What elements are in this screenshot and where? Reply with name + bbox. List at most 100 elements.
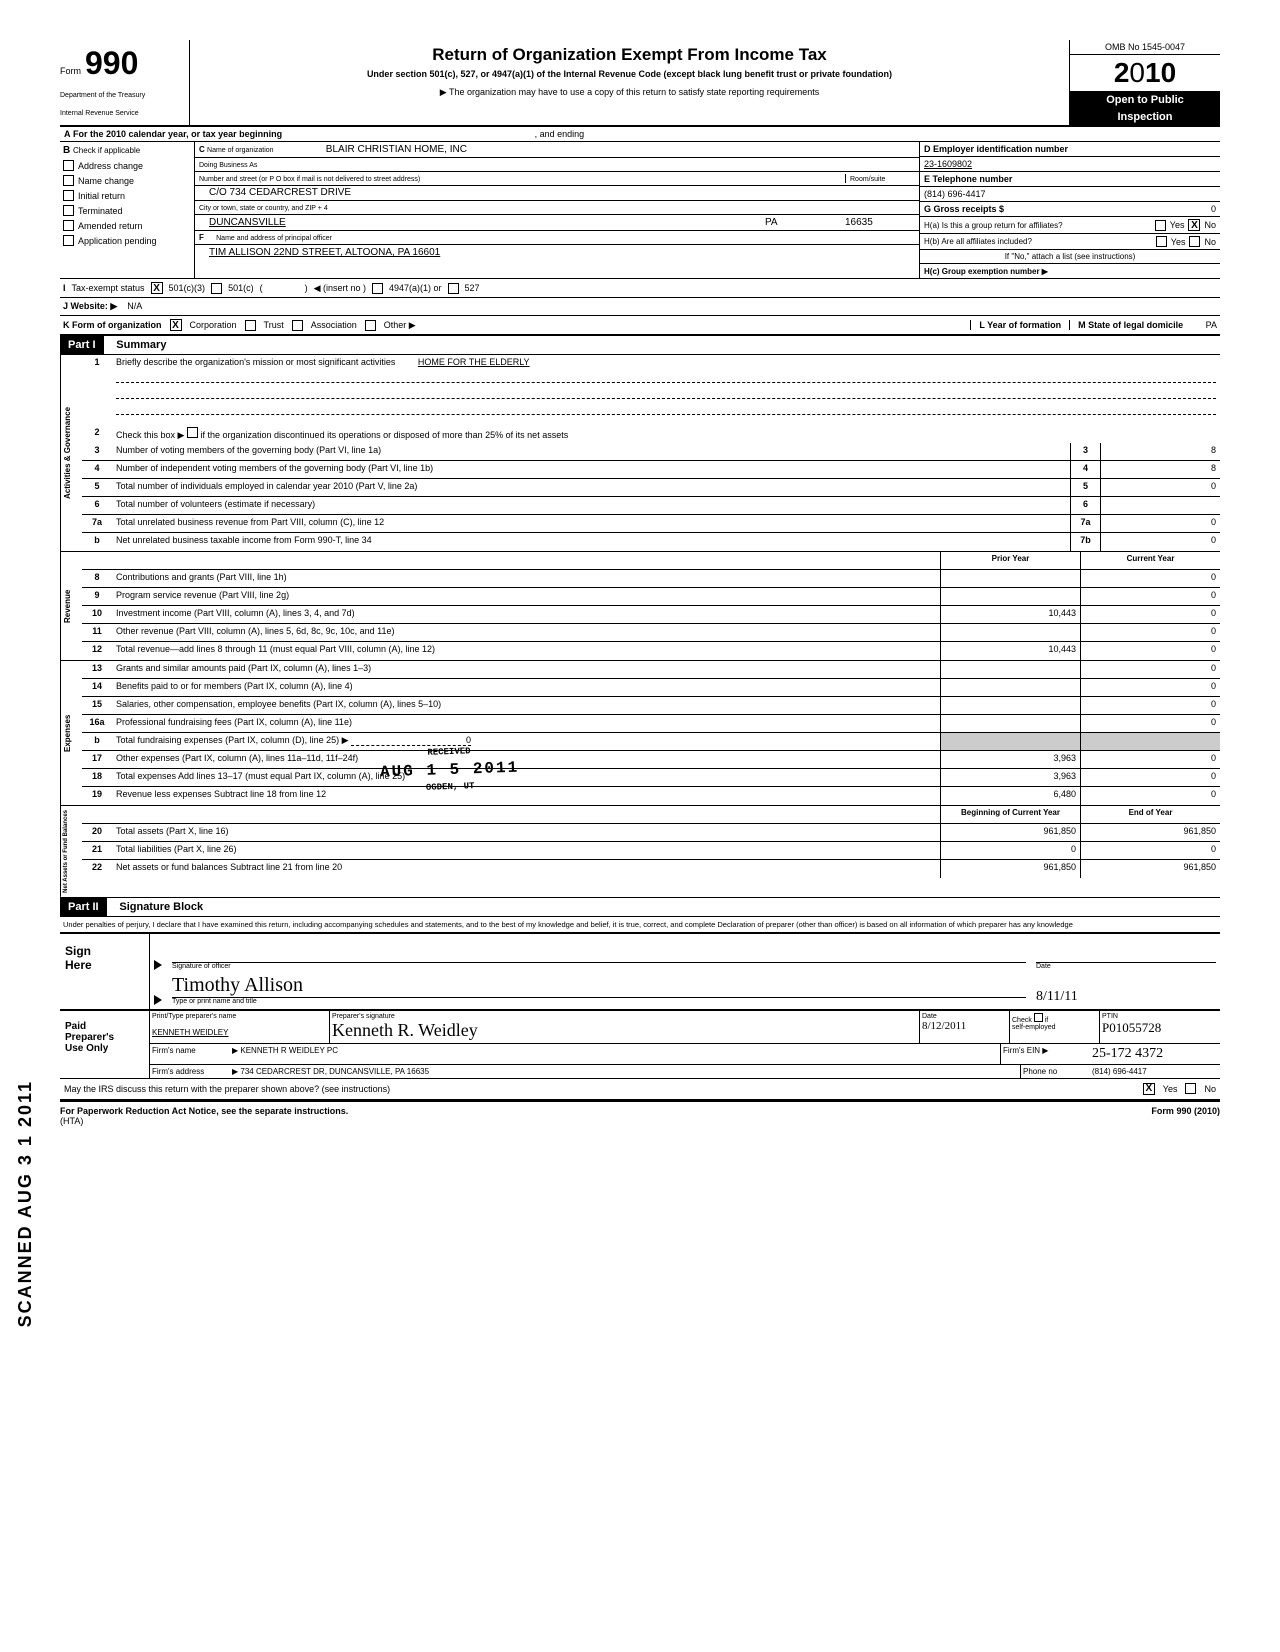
open-public: Open to Public <box>1070 91 1220 109</box>
check-applicable: Check if applicable <box>73 146 140 155</box>
part1-header-row: Part I Summary <box>60 336 1220 355</box>
column-b: B Check if applicable Address change Nam… <box>60 142 195 278</box>
inspection: Inspection <box>1070 109 1220 125</box>
revenue-section: Revenue Prior Year Current Year 8 Contri… <box>60 552 1220 661</box>
row-a: A For the 2010 calendar year, or tax yea… <box>60 127 1220 142</box>
label-b: B <box>63 145 70 156</box>
preparer-date: 8/12/2011 <box>922 1020 1007 1032</box>
street-label: Number and street (or P O box if mail is… <box>199 176 420 183</box>
chk-corporation[interactable]: X <box>170 319 182 331</box>
expenses-side-label: Expenses <box>60 661 82 805</box>
firm-address: ▶ 734 CEDARCREST DR, DUNCANSVILLE, PA 16… <box>230 1065 1020 1078</box>
city-label: City or town, state or country, and ZIP … <box>199 205 328 212</box>
section-bcd: B Check if applicable Address change Nam… <box>60 142 1220 279</box>
expenses-section: Expenses 13 Grants and similar amounts p… <box>60 661 1220 806</box>
scanned-stamp: SCANNED AUG 3 1 2011 <box>15 1080 36 1327</box>
phone-value: (814) 696-4417 <box>924 189 986 199</box>
chk-initial-return[interactable]: Initial return <box>63 190 191 201</box>
l7b-value: 0 <box>1100 533 1220 551</box>
label-a: A <box>64 129 71 139</box>
dept-treasury: Department of the Treasury <box>60 92 179 100</box>
label-c: C <box>199 145 205 154</box>
netassets-side-label: Net Assets or Fund Balances <box>60 806 82 897</box>
preparer-block: PaidPreparer'sUse Only Print/Type prepar… <box>60 1009 1220 1078</box>
form-label: Form <box>60 66 81 76</box>
preparer-ptin: P01055728 <box>1102 1020 1218 1036</box>
irs-discuss-yes[interactable]: X <box>1143 1083 1155 1095</box>
revenue-side-label: Revenue <box>60 552 82 660</box>
dba-label: Doing Business As <box>199 162 257 169</box>
right-header-box: OMB No 1545-0047 2010 Open to Public Ins… <box>1070 40 1220 125</box>
irs-discuss-row: May the IRS discuss this return with the… <box>60 1078 1220 1101</box>
dept-irs: Internal Revenue Service <box>60 110 179 118</box>
form-note: ▶ The organization may have to use a cop… <box>205 87 1054 98</box>
governance-section: Activities & Governance 1 Briefly descri… <box>60 355 1220 552</box>
penalty-text: Under penalties of perjury, I declare th… <box>60 917 1220 932</box>
street-value: c/o 734 CEDARCREST DRIVE <box>199 187 351 198</box>
zip-value: 16635 <box>835 217 915 228</box>
l4-value: 8 <box>1100 461 1220 478</box>
irs-discuss-no[interactable] <box>1185 1083 1196 1094</box>
preparer-signature: Kenneth R. Weidley <box>332 1020 917 1041</box>
form-org-row: K Form of organization XCorporation Trus… <box>60 316 1220 336</box>
website-value: N/A <box>127 301 142 312</box>
chk-application-pending[interactable]: Application pending <box>63 235 191 246</box>
arrow-icon <box>154 960 162 970</box>
chk-terminated[interactable]: Terminated <box>63 205 191 216</box>
firm-name: ▶ KENNETH R WEIDLEY PC <box>230 1044 1000 1064</box>
footer-left: For Paperwork Reduction Act Notice, see … <box>60 1106 348 1116</box>
phone-label: E Telephone number <box>924 174 1012 184</box>
end-year-hdr: End of Year <box>1080 806 1220 823</box>
title-box: Return of Organization Exempt From Incom… <box>190 40 1070 125</box>
chk-amended[interactable]: Amended return <box>63 220 191 231</box>
footer: For Paperwork Reduction Act Notice, see … <box>60 1101 1220 1126</box>
chk-address-change[interactable]: Address change <box>63 160 191 171</box>
form-title: Return of Organization Exempt From Incom… <box>205 45 1054 65</box>
part2-header-row: Part II Signature Block <box>60 898 1220 917</box>
preparer-name: KENNETH WEIDLEY <box>152 1028 327 1037</box>
website-label: J Website: ▶ <box>63 301 117 312</box>
begin-year-hdr: Beginning of Current Year <box>940 806 1080 823</box>
form-number: 990 <box>85 45 138 82</box>
firm-ein: 25-172 4372 <box>1090 1044 1220 1064</box>
part2-title: Signature Block <box>119 901 203 913</box>
officer-name-written: Timothy Allison <box>172 974 1026 998</box>
preparer-label: PaidPreparer'sUse Only <box>60 1011 150 1078</box>
sign-date-written: 8/11/11 <box>1036 989 1216 1005</box>
mission-value: HOME FOR THE ELDERLY <box>418 357 530 367</box>
room-label: Room/suite <box>850 176 885 183</box>
chk-501c3[interactable]: X <box>151 282 163 294</box>
ein-label: D Employer identification number <box>924 144 1068 154</box>
ending-text: , and ending <box>535 129 585 139</box>
tax-status-row: I Tax-exempt status X501(c)(3) 501(c) ()… <box>60 279 1220 298</box>
type-name-label: Type or print name and title <box>172 998 1026 1005</box>
column-c: C Name of organization BLAIR CHRISTIAN H… <box>195 142 920 278</box>
label-i: I <box>63 283 66 293</box>
arrow-icon <box>154 995 162 1005</box>
l5-value: 0 <box>1100 479 1220 496</box>
ein-value: 23-1609802 <box>924 159 972 169</box>
part2-header: Part II <box>60 898 107 916</box>
l1-text: Briefly describe the organization's miss… <box>116 357 395 367</box>
hc-label: H(c) Group exemption number ▶ <box>924 267 1048 276</box>
prior-year-hdr: Prior Year <box>940 552 1080 569</box>
chk-name-change[interactable]: Name change <box>63 175 191 186</box>
form-header: Form 990 Department of the Treasury Inte… <box>60 40 1220 127</box>
current-year-hdr: Current Year <box>1080 552 1220 569</box>
h-note: If "No," attach a list (see instructions… <box>920 250 1220 264</box>
org-name-label: Name of organization <box>207 147 274 154</box>
irs-discuss-text: May the IRS discuss this return with the… <box>64 1084 1135 1094</box>
gross-receipts-label: G Gross receipts $ <box>924 204 1004 214</box>
form-subtitle: Under section 501(c), 527, or 4947(a)(1)… <box>205 69 1054 81</box>
sig-date-label: Date <box>1036 963 1216 970</box>
footer-hta: (HTA) <box>60 1116 348 1126</box>
ha-no-checked[interactable]: X <box>1188 219 1200 231</box>
gross-receipts-value: 0 <box>1211 204 1216 214</box>
chk-discontinued[interactable] <box>187 427 198 438</box>
officer-label: Name and address of principal officer <box>216 235 332 242</box>
part1-title: Summary <box>116 339 166 351</box>
m-label: M State of legal domicile <box>1078 320 1183 330</box>
tax-status-label: Tax-exempt status <box>72 283 145 293</box>
website-row: J Website: ▶ N/A <box>60 298 1220 316</box>
label-f: F <box>199 233 204 242</box>
